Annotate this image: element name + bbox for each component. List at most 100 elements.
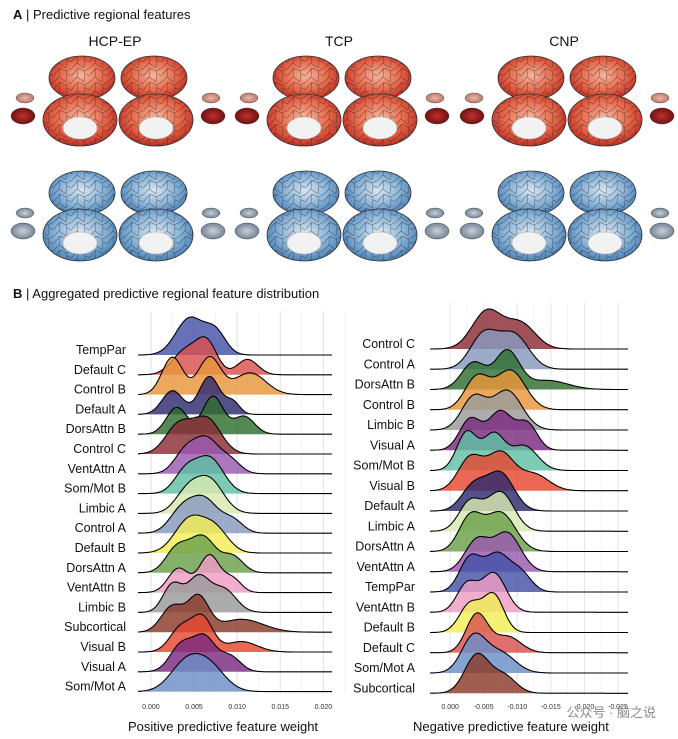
left-x-axis-title: Positive predictive feature weight <box>128 719 319 734</box>
left-row-label: TempPar <box>76 343 126 357</box>
left-ridge-outline-dorsattn-a <box>138 534 332 574</box>
right-ridge-fill-control-c <box>430 309 628 349</box>
right-x-tick-label: -0.010 <box>507 704 527 711</box>
brain-maps <box>10 55 675 262</box>
right-row-label: Limbic A <box>368 519 416 533</box>
left-row-label: DorsAttn A <box>66 561 126 575</box>
right-x-tick-label: 0.000 <box>441 704 459 711</box>
right-row-label: Default A <box>364 499 415 513</box>
panel-b-text: | Aggregated predictive regional feature… <box>26 286 320 301</box>
right-ridge-outline-limbic-b <box>429 389 628 431</box>
right-row-label: Limbic B <box>367 418 415 432</box>
left-ridge-outline-limbic-b <box>137 573 332 613</box>
right-x-axis-title: Negative predictive feature weight <box>413 719 609 734</box>
positive-brain-map-1 <box>234 55 450 147</box>
right-x-tick-label: -0.025 <box>608 704 628 711</box>
column-title-hcp-ep: HCP-EP <box>88 33 142 49</box>
left-ridge-outline-visual-b <box>138 613 332 653</box>
left-row-label: Som/Mot B <box>64 482 126 496</box>
left-ridge-outline-control-b <box>137 356 332 396</box>
left-ridge-outline-control-a <box>137 494 332 534</box>
left-row-label: Visual B <box>80 640 126 654</box>
panel-a-text: | Predictive regional features <box>26 7 191 22</box>
left-ridge-fill-dorsattn-a <box>138 534 332 573</box>
left-row-label: Default B <box>75 541 126 555</box>
negative-brain-map-0 <box>10 170 226 262</box>
right-row-label: DorsAttn B <box>355 378 415 392</box>
right-ridge-outline-ventattn-b <box>430 571 628 613</box>
right-x-tick-label: -0.020 <box>574 704 594 711</box>
right-row-label: Visual B <box>369 479 415 493</box>
left-ridge-fill-control-a <box>138 495 332 534</box>
right-ridge-outline-temppar <box>429 551 628 593</box>
panel-b-title: B | Aggregated predictive regional featu… <box>13 286 319 301</box>
left-x-tick-label: 0.000 <box>142 704 160 711</box>
right-ridge-outline-default-a <box>429 470 628 512</box>
left-row-label: Limbic B <box>78 600 126 614</box>
left-ridge-fill-som-mot-a <box>138 653 332 692</box>
left-ridge-fill-default-a <box>138 376 332 415</box>
left-ridge-outline-visual-a <box>138 633 332 673</box>
left-ridge-fill-control-b <box>138 356 332 395</box>
left-ridge-outline-default-a <box>137 375 332 415</box>
right-ridge-fill-subcortical <box>430 653 628 694</box>
left-row-label: Visual A <box>81 660 127 674</box>
left-ridge-outline-control-c <box>137 415 332 455</box>
positive-brain-map-0 <box>10 55 226 147</box>
right-row-label: Control B <box>363 398 415 412</box>
right-ridge-outline-visual-a <box>430 409 628 451</box>
right-row-label: TempPar <box>365 580 415 594</box>
panel-b-letter: B <box>13 286 23 301</box>
right-row-label: Som/Mot B <box>353 459 415 473</box>
right-x-tick-label: -0.005 <box>474 704 494 711</box>
panel-a-letter: A <box>13 7 23 22</box>
right-row-label: VentAttn B <box>356 600 415 614</box>
left-ridge-outline-default-b <box>138 514 332 554</box>
column-title-cnp: CNP <box>549 33 579 49</box>
right-ridge-outline-dorsattn-b <box>429 348 628 391</box>
left-row-label: DorsAttn B <box>66 422 126 436</box>
left-row-label: Som/Mot A <box>65 680 127 694</box>
right-ridge-outline-default-c <box>430 612 628 654</box>
left-row-label: Default C <box>74 363 126 377</box>
right-row-label: Som/Mot A <box>354 661 416 675</box>
left-row-label: Control B <box>74 383 126 397</box>
left-ridge-outline-subcortical <box>137 593 332 633</box>
right-row-label: Visual A <box>370 438 416 452</box>
right-ridge-outline-control-a <box>430 328 628 370</box>
left-ridge-fill-temppar <box>138 317 332 355</box>
right-ridge-outline-som-mot-b <box>429 429 628 472</box>
left-row-label: Control A <box>75 521 127 535</box>
left-ridge-outline-limbic-a <box>138 474 332 514</box>
negative-brain-map-1 <box>234 170 450 262</box>
right-ridge-outline-control-b <box>430 369 628 411</box>
left-ridge-outline-dorsattn-b <box>138 395 332 435</box>
left-ridge-outline-temppar <box>137 316 332 356</box>
negative-brain-map-2 <box>459 170 675 262</box>
right-ridge-outline-visual-b <box>430 450 628 492</box>
right-x-tick-label: -0.015 <box>541 704 561 711</box>
right-row-label: Control A <box>364 357 416 371</box>
left-row-label: Default A <box>75 402 126 416</box>
right-ridge-outline-default-b <box>430 591 628 634</box>
left-ridge-outline-ventattn-b <box>138 554 332 594</box>
left-ridge-outline-ventattn-a <box>138 435 332 475</box>
right-row-label: VentAttn A <box>357 560 416 574</box>
left-ridge-fill-visual-a <box>138 633 332 672</box>
left-x-tick-label: 0.010 <box>228 704 246 711</box>
watermark: 公众号 · 脑之说 <box>566 705 656 720</box>
left-row-label: Limbic A <box>79 501 127 515</box>
left-row-label: Subcortical <box>64 620 126 634</box>
right-ridge-outline-ventattn-a <box>430 531 628 573</box>
left-ridge-outline-som-mot-b <box>138 455 332 495</box>
right-row-label: Control C <box>362 337 415 351</box>
right-ridge-outline-subcortical <box>430 652 628 694</box>
right-ridge-outline-som-mot-a <box>430 632 628 674</box>
left-x-tick-label: 0.015 <box>272 704 290 711</box>
right-ridge-outline-dorsattn-a <box>430 510 628 553</box>
right-row-label: Subcortical <box>353 681 415 695</box>
left-ridge-fill-default-c <box>138 336 332 375</box>
left-row-label: VentAttn A <box>68 462 127 476</box>
ridgeline-charts: 0.000 0.005 0.010 0.015 0.020 TempPar Default … <box>64 303 628 711</box>
right-ridge-outline-limbic-a <box>430 490 628 532</box>
